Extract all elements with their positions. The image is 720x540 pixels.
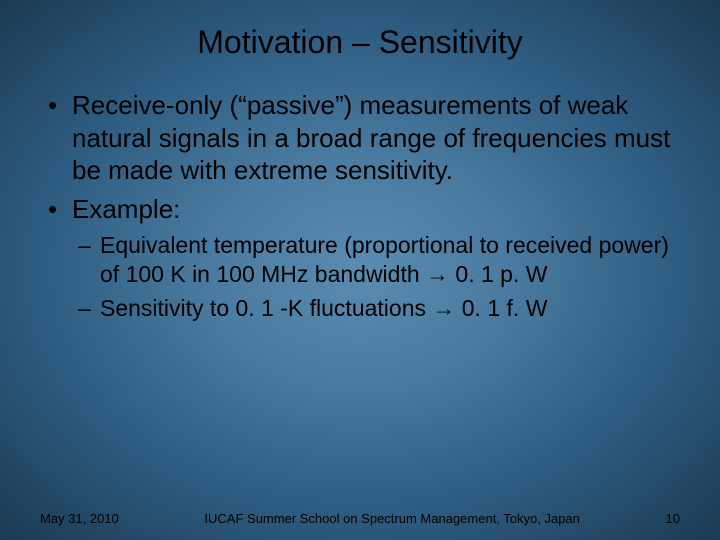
sub-bullet-item: Sensitivity to 0. 1 -K fluctuations → 0.…: [44, 294, 680, 323]
bullet-item: Receive-only (“passive”) measurements of…: [44, 89, 680, 187]
sub-bullet-item: Equivalent temperature (proportional to …: [44, 231, 680, 290]
bullet-item: Example:: [44, 193, 680, 226]
slide-title: Motivation – Sensitivity: [40, 24, 680, 61]
slide: Motivation – Sensitivity Receive-only (“…: [0, 0, 720, 540]
footer-page-number: 10: [666, 511, 680, 526]
footer-date: May 31, 2010: [40, 511, 119, 526]
slide-content: Receive-only (“passive”) measurements of…: [40, 89, 680, 323]
footer-venue: IUCAF Summer School on Spectrum Manageme…: [119, 511, 666, 526]
slide-footer: May 31, 2010 IUCAF Summer School on Spec…: [0, 511, 720, 526]
